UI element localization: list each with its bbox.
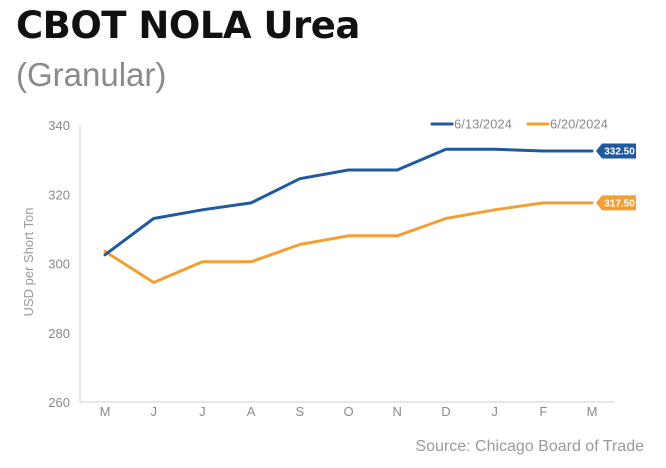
x-tick-label: A bbox=[247, 404, 256, 419]
x-tick-label: M bbox=[100, 404, 111, 419]
x-tick-label: D bbox=[441, 404, 450, 419]
y-tick-label: 300 bbox=[48, 257, 70, 272]
legend-label-2: 6/20/2024 bbox=[550, 117, 608, 132]
y-tick-label: 280 bbox=[48, 326, 70, 341]
x-tick-label: J bbox=[491, 404, 498, 419]
end-value-tags: 332.50 317.50 bbox=[596, 143, 636, 211]
y-tick-label: 340 bbox=[48, 118, 70, 133]
y-ticks: 260 280 300 320 340 bbox=[48, 118, 70, 410]
x-tick-label: N bbox=[393, 404, 402, 419]
series-line-1 bbox=[103, 147, 594, 257]
legend: 6/13/2024 6/20/2024 bbox=[430, 117, 608, 132]
y-tick-label: 260 bbox=[48, 395, 70, 410]
end-tag-label: 317.50 bbox=[604, 198, 635, 209]
chart-title: CBOT NOLA Urea bbox=[16, 4, 360, 47]
end-tag-1 bbox=[596, 143, 636, 159]
legend-label-1: 6/13/2024 bbox=[454, 117, 512, 132]
end-tag-2 bbox=[596, 195, 636, 211]
x-tick-label: J bbox=[199, 404, 206, 419]
x-tick-label: S bbox=[295, 404, 304, 419]
end-tag-label: 332.50 bbox=[604, 146, 635, 157]
chart-subtitle: (Granular) bbox=[16, 56, 167, 93]
source-note: Source: Chicago Board of Trade bbox=[415, 438, 644, 455]
x-tick-label: M bbox=[587, 404, 598, 419]
x-tick-label: J bbox=[150, 404, 157, 419]
y-tick-label: 320 bbox=[48, 187, 70, 202]
y-axis-label: USD per Short Ton bbox=[21, 208, 36, 317]
series-lines bbox=[103, 147, 594, 284]
series-line-2 bbox=[103, 201, 594, 284]
x-tick-label: F bbox=[539, 404, 547, 419]
x-tick-label: O bbox=[343, 404, 353, 419]
